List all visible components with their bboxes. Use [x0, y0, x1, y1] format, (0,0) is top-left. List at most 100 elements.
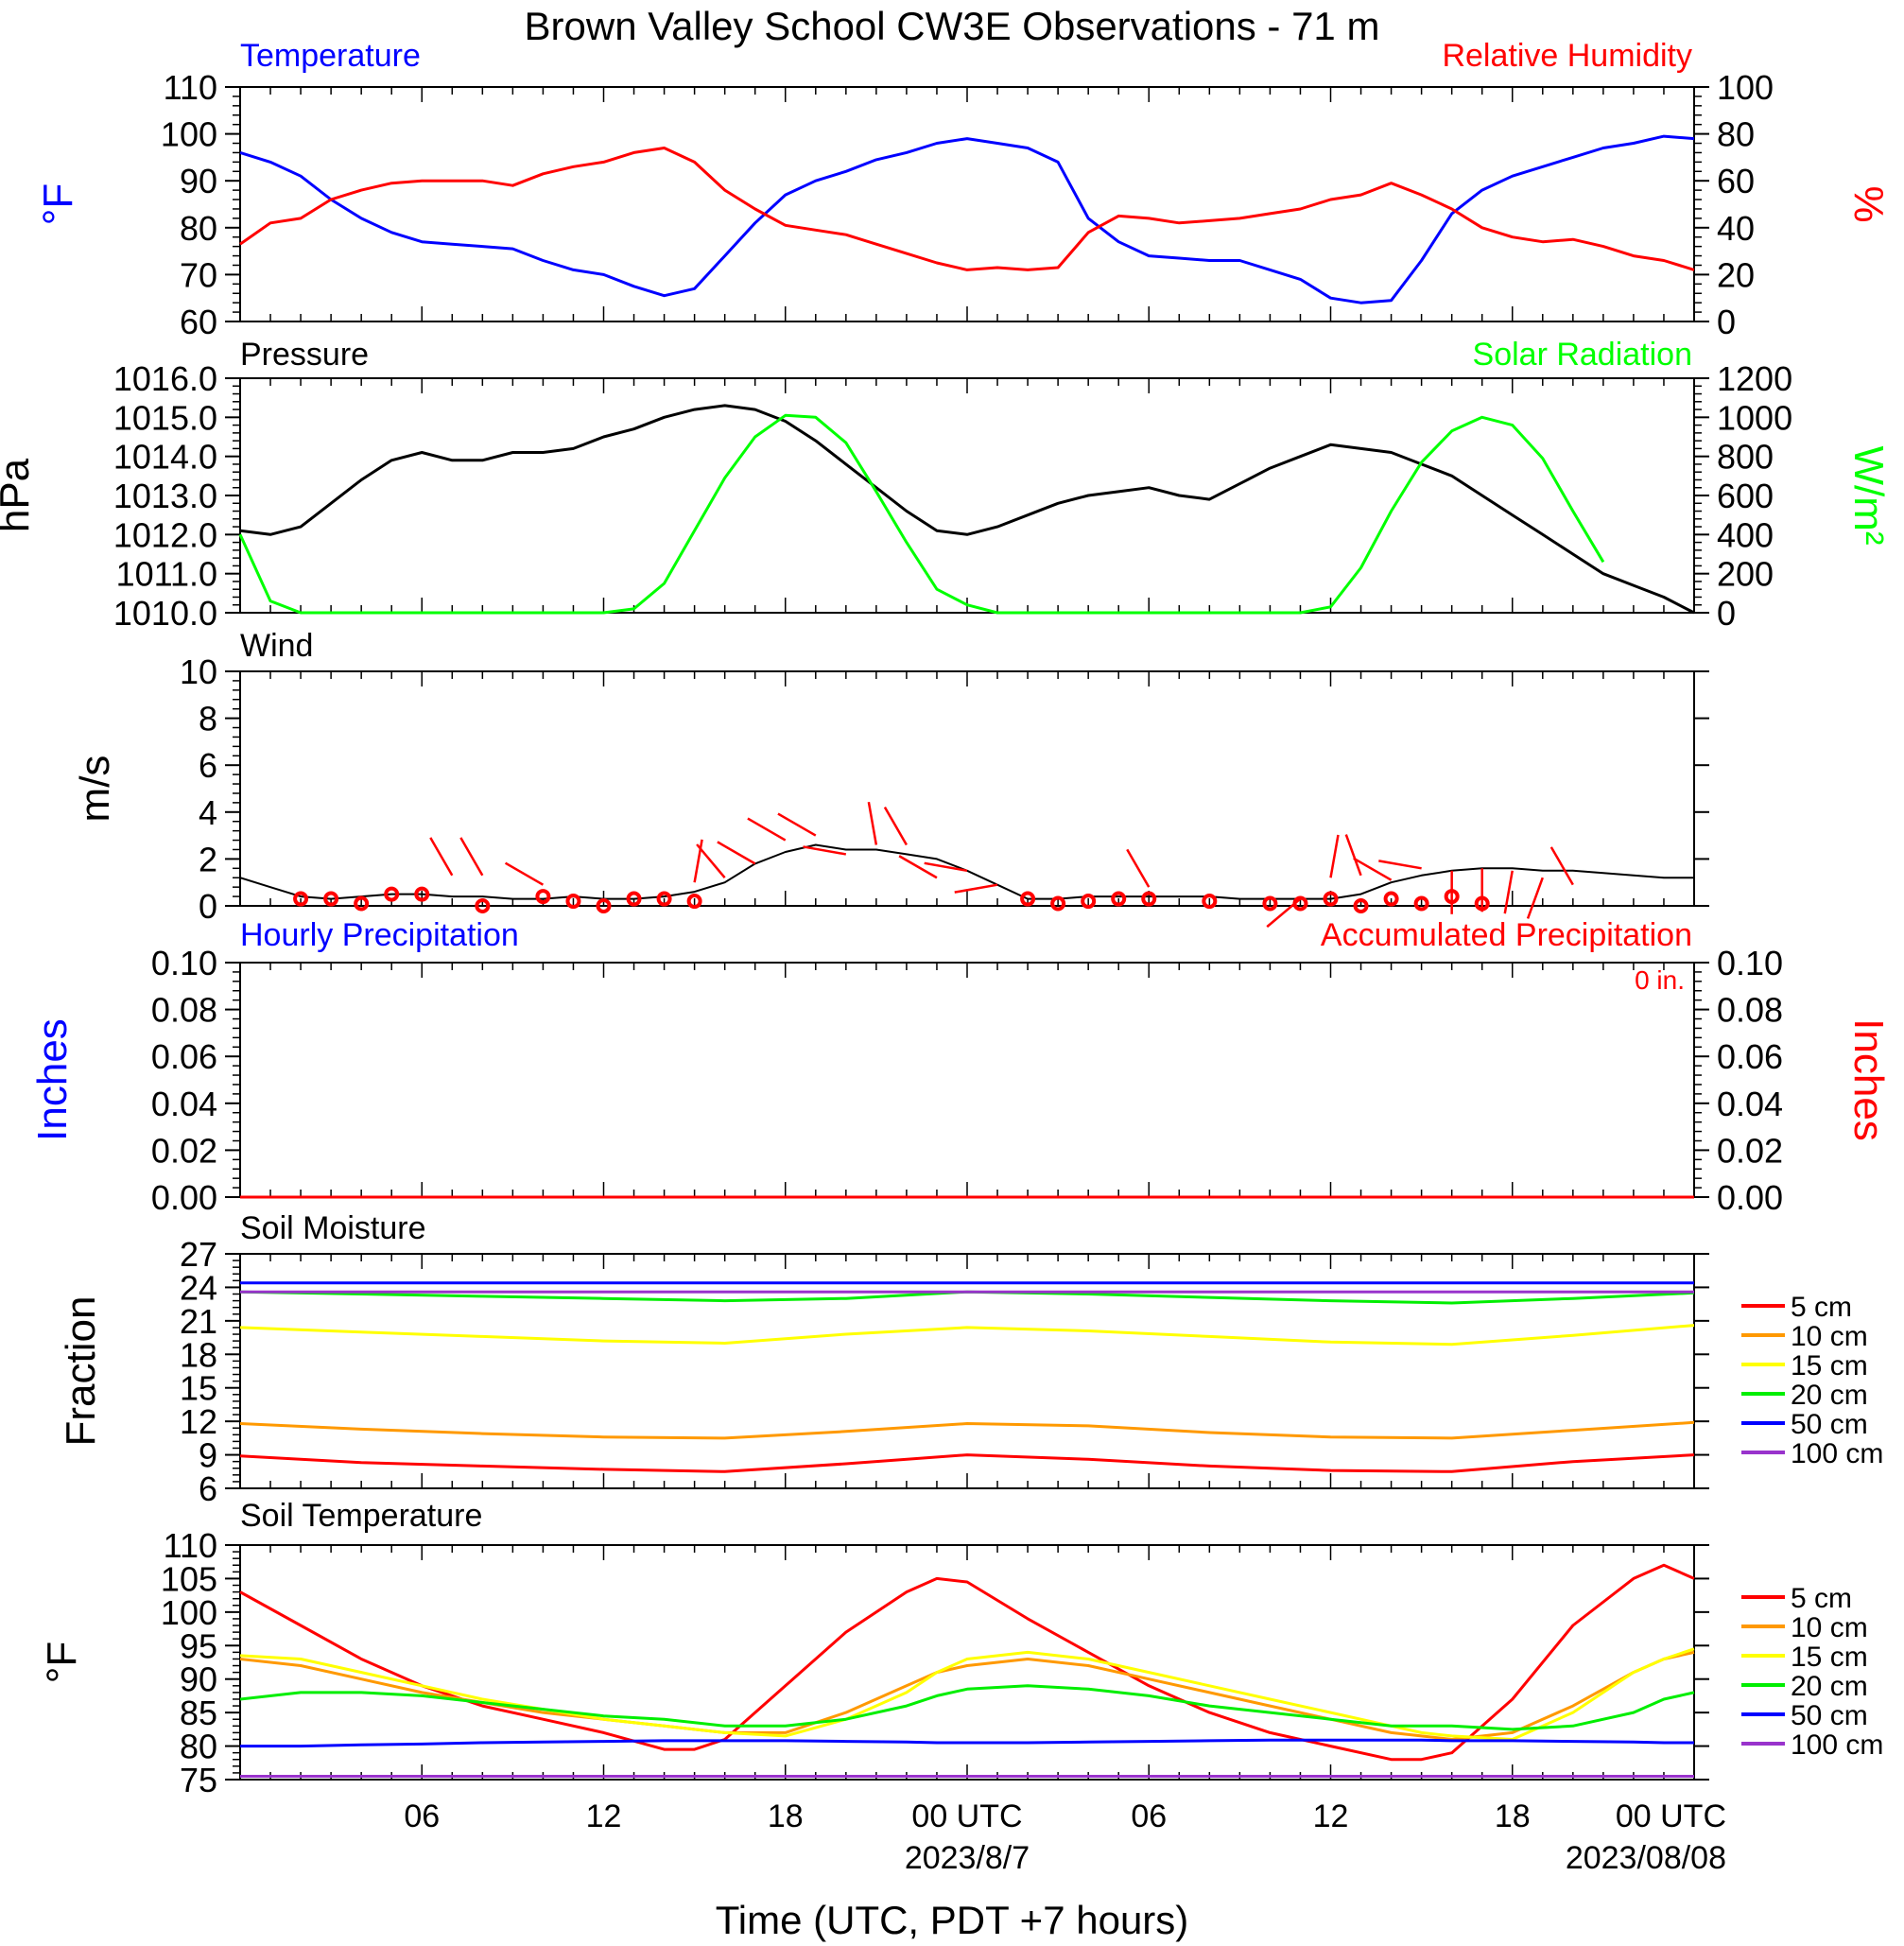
- panel-temperature_humidity: 110 100 90 80 70 60 100 80 60 40 20 0 Temperature Rel…: [35, 38, 1892, 341]
- y-tick-label-left: 110: [164, 1526, 217, 1565]
- panel-title-left: Pressure: [240, 337, 369, 373]
- y-tick-label-right: 600: [1717, 477, 1774, 515]
- y-tick-label-left: 100: [161, 115, 217, 154]
- calm-wind-marker: [1383, 891, 1399, 907]
- y-tick-label-left: 110: [164, 68, 217, 107]
- calm-wind-marker: [686, 894, 702, 910]
- calm-wind-marker: [414, 886, 430, 902]
- y-tick-label-right: 20: [1717, 255, 1755, 294]
- panel-title-left: Temperature: [240, 38, 421, 74]
- y-tick-label-left: 100: [161, 1593, 217, 1632]
- calm-wind-marker: [535, 889, 551, 905]
- wind-barb: [747, 817, 787, 842]
- series-line-20-cm: [239, 1684, 1695, 1731]
- y-tick-label-right: 0: [1717, 303, 1736, 341]
- calm-wind-marker: [1050, 895, 1066, 912]
- panel-precipitation: 0.10 0.08 0.06 0.04 0.02 0.00 0.10 0.08 0.06 0.04…: [29, 917, 1892, 1217]
- y-tick-label-left: 10: [180, 652, 217, 691]
- y-axis-label-left: Fraction: [58, 1296, 104, 1447]
- y-tick-label-left: 0.00: [151, 1178, 217, 1217]
- y-tick-label-left: 6: [199, 1469, 217, 1508]
- legend-label: 50 cm: [1791, 1409, 1868, 1440]
- y-tick-label-left: 0.08: [151, 991, 217, 1030]
- y-tick-label-left: 0.06: [151, 1037, 217, 1076]
- x-tick-label: 18: [768, 1798, 804, 1834]
- series-line-pressure: [239, 404, 1695, 615]
- calm-wind-marker: [1444, 889, 1460, 905]
- chart-title: Brown Valley School CW3E Observations - …: [525, 4, 1380, 48]
- y-tick-label-left: 21: [180, 1302, 217, 1341]
- y-tick-label-left: 70: [180, 255, 217, 294]
- y-tick-label-left: 1015.0: [113, 398, 217, 437]
- calm-wind-marker: [596, 898, 612, 913]
- calm-wind-marker: [384, 886, 400, 902]
- series-line-15-cm: [239, 1324, 1695, 1347]
- panel-title-right: Accumulated Precipitation: [1321, 917, 1692, 953]
- calm-wind-marker: [1081, 894, 1097, 910]
- series-line-20-cm: [239, 1290, 1695, 1305]
- calm-wind-marker: [1262, 895, 1278, 912]
- wind-barb: [883, 807, 908, 846]
- y-tick-label-right: 40: [1717, 209, 1755, 248]
- calm-wind-marker: [323, 891, 339, 907]
- panel-title-left: Hourly Precipitation: [240, 917, 519, 953]
- plot-frame: [239, 962, 1695, 1198]
- series-line-relative-humidity: [239, 147, 1695, 271]
- x-tick-label: 12: [586, 1798, 622, 1834]
- y-tick-label-left: 18: [180, 1335, 217, 1374]
- plot-frame: [239, 1253, 1695, 1489]
- y-tick-label-left: 105: [161, 1559, 217, 1598]
- wind-barb: [696, 843, 726, 879]
- calm-wind-marker: [293, 891, 309, 907]
- y-tick-label-right: 0.00: [1717, 1178, 1783, 1217]
- panel-title-right: Solar Radiation: [1473, 337, 1692, 373]
- y-tick-label-right: 200: [1717, 555, 1774, 594]
- y-tick-label-left: 1014.0: [113, 438, 217, 477]
- series-line-15-cm: [239, 1647, 1695, 1741]
- wind-barb: [777, 812, 817, 837]
- y-tick-label-right: 0: [1717, 594, 1736, 633]
- calm-wind-marker: [354, 895, 370, 912]
- y-tick-label-right: 0.06: [1717, 1037, 1783, 1076]
- y-tick-label-right: 800: [1717, 438, 1774, 477]
- y-tick-label-left: 2: [199, 840, 217, 878]
- legend-label: 50 cm: [1791, 1700, 1868, 1731]
- series-line-5-cm: [239, 1453, 1695, 1473]
- y-tick-label-left: 80: [180, 209, 217, 248]
- y-tick-label-right: 100: [1717, 68, 1774, 107]
- wind-barb: [803, 845, 847, 856]
- accumulated-total-label: 0 in.: [1635, 965, 1685, 995]
- calm-wind-marker: [565, 894, 581, 910]
- y-tick-label-left: 75: [180, 1761, 217, 1799]
- legend-label: 5 cm: [1791, 1292, 1852, 1323]
- y-tick-label-right: 1000: [1717, 398, 1792, 437]
- wind-barb: [717, 841, 756, 865]
- y-axis-label-right: %: [1845, 185, 1892, 222]
- y-tick-label-left: 1011.0: [116, 555, 217, 594]
- wind-barb: [898, 855, 938, 879]
- wind-barb: [1503, 870, 1514, 914]
- wind-barb: [1353, 857, 1393, 881]
- y-tick-label-left: 27: [180, 1235, 217, 1274]
- x-tick-label: 06: [404, 1798, 440, 1834]
- legend-label: 15 cm: [1791, 1350, 1868, 1381]
- wind-barb: [1344, 834, 1362, 877]
- wind-barb: [429, 837, 454, 877]
- y-tick-label-left: 1013.0: [113, 477, 217, 515]
- wind-barb: [1549, 846, 1574, 886]
- wind-barb: [1526, 877, 1544, 919]
- legend-label: 100 cm: [1791, 1729, 1883, 1761]
- series-line-solar-radiation: [238, 413, 1605, 615]
- y-tick-label-left: 60: [180, 303, 217, 341]
- y-tick-label-left: 0.02: [151, 1131, 217, 1170]
- legend-label: 15 cm: [1791, 1642, 1868, 1673]
- y-tick-label-left: 24: [180, 1268, 217, 1307]
- y-tick-label-left: 8: [199, 700, 217, 738]
- wind-barb: [954, 883, 998, 894]
- panel-title-left: Soil Moisture: [240, 1210, 426, 1246]
- calm-wind-marker: [1323, 891, 1339, 907]
- legend-label: 20 cm: [1791, 1380, 1868, 1411]
- y-tick-label-right: 0.08: [1717, 991, 1783, 1030]
- panel-title-left: Soil Temperature: [240, 1498, 482, 1534]
